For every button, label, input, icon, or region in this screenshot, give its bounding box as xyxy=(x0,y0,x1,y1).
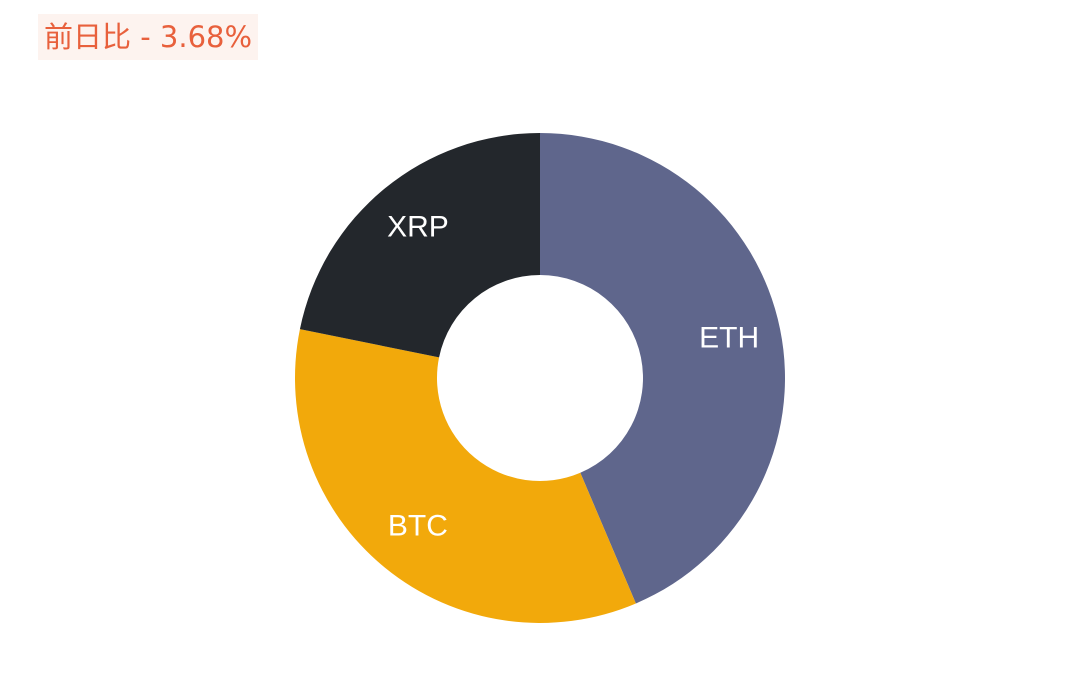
change-value: 3.68% xyxy=(159,20,253,54)
slice-xrp xyxy=(299,133,540,358)
slice-label-btc: BTC xyxy=(388,509,448,542)
change-label: 前日比 xyxy=(44,20,132,54)
change-badge: 前日比 - 3.68% xyxy=(38,14,259,60)
change-separator: - xyxy=(131,20,160,54)
slice-eth xyxy=(540,133,785,604)
slices-group xyxy=(294,133,785,623)
labels-group: ETH BTC XRP xyxy=(387,210,759,542)
slice-label-xrp: XRP xyxy=(387,210,449,243)
slice-btc xyxy=(294,329,636,623)
slice-label-eth: ETH xyxy=(699,321,759,354)
